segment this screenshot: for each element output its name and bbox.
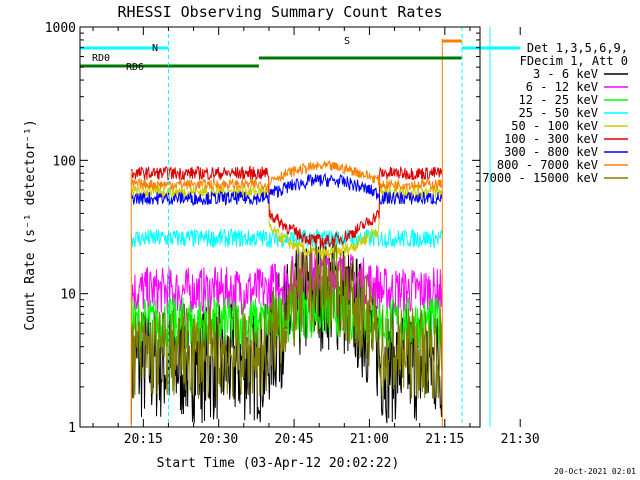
x-tick-label: 20:15	[124, 432, 163, 447]
series-trace	[130, 250, 443, 315]
legend-label: 6 - 12 keV	[526, 80, 598, 94]
x-tick-label: 20:45	[275, 432, 314, 447]
legend-label: 25 - 50 keV	[519, 106, 598, 120]
series-trace	[130, 172, 443, 207]
chart-title: RHESSI Observing Summary Count Rates	[117, 3, 442, 21]
y-tick-label: 10	[60, 288, 76, 303]
series-trace	[130, 159, 443, 192]
legend-label: 100 - 300 keV	[504, 132, 598, 146]
plot-frame	[79, 26, 481, 428]
y-axis-label: Count Rate (s⁻¹ detector⁻¹)	[23, 119, 38, 330]
x-tick-label: 21:30	[501, 432, 540, 447]
legend-header-line2: FDecim 1, Att 0	[520, 54, 628, 68]
x-tick-label: 20:30	[199, 432, 238, 447]
series-trace	[130, 242, 443, 399]
state-label: RD0	[92, 53, 110, 64]
series-trace	[130, 183, 443, 261]
plot-area: RD0 RD6 N S	[80, 27, 521, 427]
state-label: RD6	[126, 62, 144, 73]
legend-header-line1: Det 1,3,5,6,9,	[527, 41, 628, 55]
legend-label: 800 - 7000 keV	[497, 158, 598, 172]
state-label: S	[344, 36, 350, 47]
axes: 20:15 20:30 20:45 21:00 21:15 21:30 1 10 100 1000	[45, 21, 540, 447]
legend-label: 50 - 100 keV	[511, 119, 598, 133]
x-tick-label: 21:00	[350, 432, 389, 447]
y-tick-label: 1	[68, 421, 76, 436]
legend-label: 12 - 25 keV	[519, 93, 598, 107]
generation-timestamp: 20-Oct-2021 02:01	[554, 467, 636, 476]
series-trace	[130, 164, 443, 248]
y-tick-label: 1000	[45, 21, 76, 36]
legend-label: 7000 - 15000 keV	[482, 171, 598, 185]
state-label: N	[152, 43, 158, 54]
legend-label: 3 - 6 keV	[533, 67, 598, 81]
x-axis-label: Start Time (03-Apr-12 20:02:22)	[157, 456, 400, 471]
legend-label: 300 - 800 keV	[504, 145, 598, 159]
legend: Det 1,3,5,6,9, FDecim 1, Att 0 3 - 6 keV…	[482, 41, 628, 185]
y-tick-label: 100	[53, 154, 76, 169]
x-tick-label: 21:15	[425, 432, 464, 447]
series-trace	[130, 228, 443, 250]
